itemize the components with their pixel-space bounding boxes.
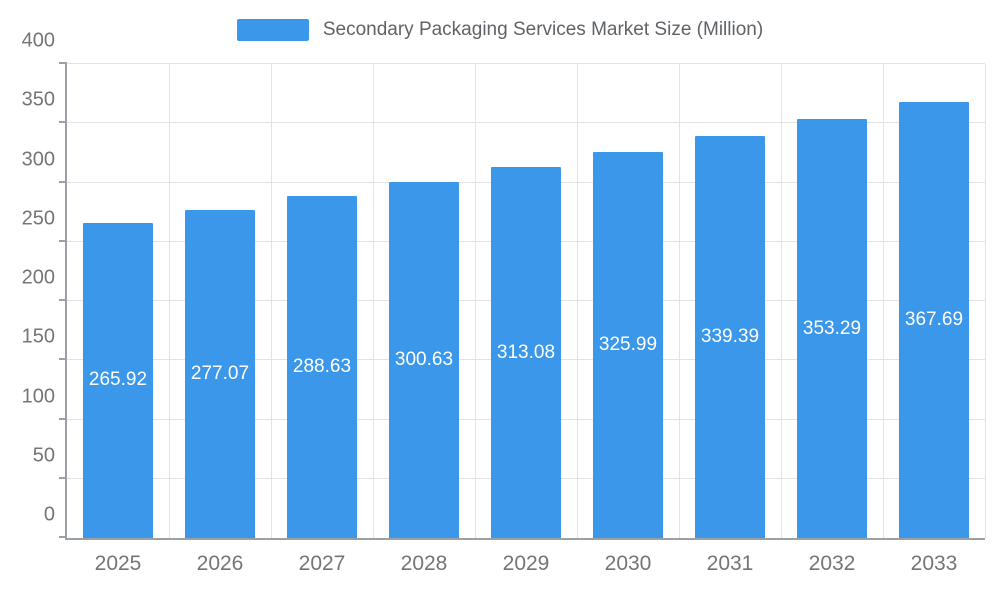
- bar-slot: 300.63: [373, 64, 475, 538]
- gridline-vertical: [985, 64, 986, 538]
- y-axis-tick: [59, 239, 67, 242]
- bar-value-label: 300.63: [394, 348, 454, 370]
- gridline-vertical: [883, 64, 884, 538]
- bar-slot: 353.29: [781, 64, 883, 538]
- y-axis-tick: [59, 62, 67, 64]
- y-axis-tick: [59, 180, 67, 183]
- bar-slot: 367.69: [883, 64, 985, 538]
- bar-value-label: 265.92: [88, 369, 148, 391]
- y-axis-label: 0: [43, 503, 55, 526]
- y-axis-tick: [59, 536, 67, 538]
- bar-slot: 325.99: [577, 64, 679, 538]
- x-axis-label: 2032: [808, 552, 856, 575]
- gridline-horizontal: [67, 63, 985, 64]
- x-axis-label: 2033: [910, 552, 958, 575]
- gridline-vertical: [169, 64, 170, 538]
- gridline-vertical: [475, 64, 476, 538]
- plot-area: 0 50 100 150 200 250 300 350 400 265.92 277.07 288.…: [22, 30, 986, 575]
- x-axis-label: 2025: [94, 552, 142, 575]
- bar-2025: 265.92: [83, 222, 153, 538]
- gridline-vertical: [678, 64, 680, 538]
- gridline-vertical: [781, 64, 782, 538]
- x-axis-label: 2027: [298, 552, 346, 575]
- x-axis-label: 2030: [604, 552, 652, 575]
- bar-slot: 265.92: [67, 64, 169, 538]
- legend-label: Secondary Packaging Services Market Size…: [322, 19, 764, 40]
- gridline-horizontal: [67, 122, 985, 124]
- bar-2033: 367.69: [899, 102, 969, 538]
- bar-2030: 325.99: [593, 151, 663, 538]
- y-axis-label: 250: [21, 207, 55, 230]
- bar-2031: 339.39: [695, 135, 765, 538]
- x-axis-label: 2029: [502, 552, 550, 575]
- y-axis-label: 300: [21, 148, 55, 170]
- y-axis-tick: [59, 299, 67, 301]
- bar-value-label: 325.99: [598, 333, 658, 355]
- bar-value-label: 353.29: [802, 317, 862, 339]
- y-axis-label: 400: [21, 29, 55, 52]
- bar-value-label: 288.63: [292, 355, 352, 377]
- x-axis-labels: 2025 2026 2027 2028 2029 2030 2031 2032 2033: [67, 538, 985, 576]
- y-axis-label: 200: [21, 266, 55, 289]
- bar-slot: 339.39: [679, 64, 781, 538]
- bar-value-label: 367.69: [904, 309, 964, 331]
- y-axis-label: 150: [21, 325, 55, 348]
- chart-legend: Secondary Packaging Services Market Size…: [0, 16, 1000, 44]
- bars-row: 265.92 277.07 288.63 300.63 313.08 325.99 339.…: [67, 64, 985, 538]
- y-axis-tick: [59, 121, 67, 124]
- y-axis-label: 50: [32, 444, 55, 467]
- x-axis-label: 2031: [706, 552, 754, 575]
- bar-value-label: 277.07: [190, 362, 250, 384]
- gridline-vertical: [271, 64, 272, 538]
- bar-value-label: 313.08: [496, 341, 556, 363]
- gridline-vertical: [372, 64, 374, 538]
- y-axis-label: 100: [21, 385, 55, 407]
- bar-2026: 277.07: [185, 209, 255, 538]
- bar-2028: 300.63: [389, 181, 459, 538]
- bar-slot: 313.08: [475, 64, 577, 538]
- x-axis-label: 2026: [196, 552, 244, 575]
- bar-value-label: 339.39: [700, 325, 760, 347]
- bar-slot: 288.63: [271, 64, 373, 538]
- y-axis-tick: [59, 358, 67, 361]
- gridline-vertical: [577, 64, 578, 538]
- y-axis-label: 350: [21, 88, 55, 111]
- bar-2027: 288.63: [287, 195, 357, 538]
- bar-2029: 313.08: [491, 167, 561, 538]
- x-axis-label: 2028: [400, 552, 448, 575]
- bar-slot: 277.07: [169, 64, 271, 538]
- legend-swatch: [236, 19, 309, 41]
- y-axis-tick: [59, 417, 67, 420]
- y-axis-tick: [59, 476, 67, 479]
- bar-2032: 353.29: [797, 119, 867, 538]
